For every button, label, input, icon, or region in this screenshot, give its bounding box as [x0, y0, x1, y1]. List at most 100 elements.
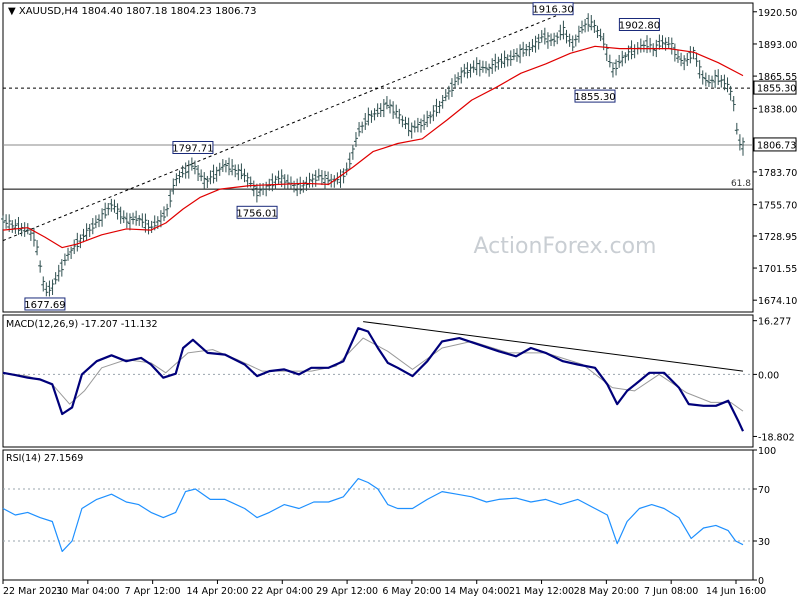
price-bar [688, 46, 693, 64]
price-bar [434, 98, 439, 117]
price-bar [372, 108, 377, 121]
price-bar [468, 63, 473, 78]
price-bar [35, 240, 40, 256]
price-bar [645, 35, 650, 54]
price-bar [285, 174, 290, 189]
price-bar [217, 162, 222, 176]
x-tick-label: 28 May 20:00 [574, 586, 639, 597]
price-bar [162, 206, 167, 222]
price-bar [555, 32, 560, 45]
price-bar [384, 96, 389, 110]
price-bar [223, 160, 228, 173]
price-bar [487, 63, 492, 77]
price-bar [214, 166, 219, 182]
price-bar [177, 170, 182, 184]
label-box [172, 140, 214, 154]
price-bar [530, 38, 535, 53]
price-bar [360, 121, 365, 134]
price-bar [660, 35, 665, 50]
price-bar [16, 216, 21, 235]
price-bar [415, 117, 420, 133]
price-bar [100, 208, 105, 227]
price-bar [103, 202, 108, 219]
price-bar [446, 85, 451, 100]
price-bar [186, 160, 191, 179]
price-bar [496, 56, 501, 70]
price-bar [409, 122, 414, 139]
label-box [532, 2, 574, 16]
price-bar [490, 58, 495, 74]
macd-signal-line [2, 337, 744, 412]
price-tick-label: 1865.55 [758, 72, 797, 83]
price-bar [536, 33, 541, 50]
price-bar [527, 41, 532, 57]
price-bar [493, 53, 498, 72]
price-bar [270, 173, 275, 192]
price-trendline [2, 9, 571, 242]
price-bar [134, 210, 139, 226]
price-bar [121, 210, 126, 224]
x-tick-label: 7 Apr 12:00 [125, 586, 181, 597]
price-bar [508, 50, 513, 66]
price-bar [211, 164, 216, 184]
price-label: 1916.30 [532, 5, 573, 16]
moving-average-line [2, 45, 744, 249]
price-bar [292, 180, 297, 193]
price-bar [549, 33, 554, 47]
price-bar [38, 260, 43, 273]
price-bar [319, 170, 324, 186]
price-bar [524, 43, 529, 57]
price-bar [236, 164, 241, 181]
price-bar [542, 27, 547, 45]
price-bar [171, 178, 176, 195]
price-bar [233, 164, 238, 178]
price-bar [400, 115, 405, 128]
price-bar [183, 162, 188, 179]
price-bar [573, 34, 578, 47]
price-bar [251, 180, 256, 197]
rsi-tick-label: 30 [758, 537, 770, 548]
price-bar [614, 59, 619, 76]
price-bar [341, 168, 346, 184]
price-bar [127, 213, 132, 231]
price-box-label: 1806.73 [757, 140, 796, 151]
price-bar [239, 163, 244, 180]
price-bar [84, 223, 89, 240]
price-bar [697, 60, 702, 79]
price-bar [514, 48, 519, 62]
price-bar [62, 253, 67, 266]
price-bar [462, 63, 467, 78]
price-bar [78, 234, 83, 249]
rsi-tick-label: 100 [758, 446, 776, 457]
price-bar [47, 280, 52, 297]
price-bar [552, 32, 557, 47]
price-bar [592, 19, 597, 34]
price-tick-label: 1783.70 [758, 168, 797, 179]
macd-tick-label: 16.277 [758, 317, 791, 328]
price-title: ▼ XAUUSD,H4 1804.40 1807.18 1804.23 1806… [8, 6, 256, 17]
price-label: 1855.30 [574, 92, 615, 103]
x-tick-label: 22 Apr 04:00 [251, 586, 313, 597]
price-bar [440, 94, 445, 109]
macd-tick-label: 0.00 [758, 370, 779, 381]
price-label: 1677.69 [24, 300, 65, 311]
price-bar [230, 159, 235, 176]
price-bar [511, 49, 516, 61]
price-bar [518, 44, 523, 64]
price-bar [199, 169, 204, 182]
x-tick-label: 29 Apr 12:00 [316, 586, 378, 597]
price-label: 1756.01 [236, 208, 277, 219]
price-bar [180, 165, 185, 178]
price-bar [158, 210, 163, 228]
rsi-line [2, 478, 744, 553]
price-bar [90, 218, 95, 235]
price-bar [242, 168, 247, 183]
price-bar [564, 29, 569, 44]
price-bar [679, 52, 684, 67]
price-bar [53, 272, 58, 285]
price-bar [477, 59, 482, 77]
watermark-text: ActionForex.com [474, 234, 657, 259]
price-bar [72, 239, 77, 255]
price-box-label: 1855.30 [757, 84, 796, 95]
price-bar [87, 223, 92, 238]
